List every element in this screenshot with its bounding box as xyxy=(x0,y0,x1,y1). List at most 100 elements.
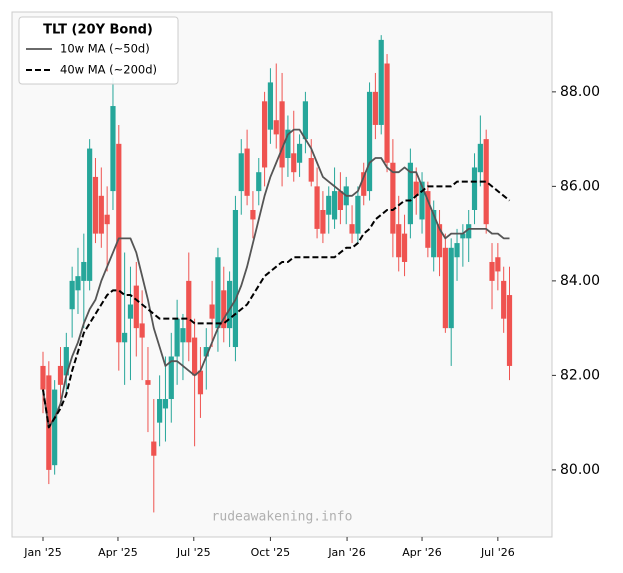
candle-body xyxy=(232,209,239,348)
candle-body xyxy=(466,224,472,239)
candle-body xyxy=(122,332,128,343)
candle-body xyxy=(407,162,413,225)
candle-body xyxy=(460,233,466,239)
candle-body xyxy=(209,304,215,319)
candle-body xyxy=(448,247,454,329)
candle-body xyxy=(92,176,99,234)
candle-body xyxy=(320,209,326,234)
candle-body xyxy=(366,91,373,192)
y-tick-label: 84.00 xyxy=(560,273,600,289)
x-tick-label: Apr '26 xyxy=(402,546,442,559)
candle-body xyxy=(151,441,157,456)
candle-body xyxy=(361,172,367,196)
watermark: rudeawakening.info xyxy=(212,510,353,525)
candle-body xyxy=(285,129,291,159)
candle-body xyxy=(87,148,93,281)
candle-body xyxy=(174,318,180,357)
legend: TLT (20Y Bond) 10w MA (~50d) 40w MA (~200… xyxy=(18,16,179,85)
candle-body xyxy=(308,158,314,182)
candle-body xyxy=(52,389,58,466)
candle-body xyxy=(168,356,174,400)
candle-body xyxy=(431,209,437,258)
candle-body xyxy=(384,63,390,163)
candle-body xyxy=(244,148,250,196)
candle-body xyxy=(471,167,478,210)
candle-body xyxy=(314,186,320,229)
candle-body xyxy=(326,195,332,215)
candle-body xyxy=(75,276,81,291)
candle-body xyxy=(127,304,134,319)
candle-body xyxy=(279,101,285,168)
candle-body xyxy=(413,181,419,196)
candle-body xyxy=(436,224,443,258)
legend-box xyxy=(18,16,179,85)
legend-label: 40w MA (~200d) xyxy=(60,63,157,77)
candle-body xyxy=(267,82,274,130)
candle-body xyxy=(162,399,169,409)
candle-body xyxy=(506,295,513,366)
y-tick-label: 88.00 xyxy=(560,84,600,100)
candle-body xyxy=(390,162,396,234)
candle-body xyxy=(226,280,233,329)
y-tick-label: 86.00 xyxy=(560,178,600,194)
candle-body xyxy=(337,191,343,210)
candle-body xyxy=(483,139,489,225)
candle-body xyxy=(197,370,204,395)
ma-line xyxy=(42,128,510,429)
candle-body xyxy=(139,323,145,338)
x-tick-label: Oct '25 xyxy=(251,546,291,559)
candle-body xyxy=(454,243,460,258)
candle-body xyxy=(425,191,431,248)
x-tick-label: Jul '26 xyxy=(480,546,515,559)
candle-body xyxy=(116,143,122,343)
candle-body xyxy=(145,380,151,385)
candle-body xyxy=(98,195,104,234)
y-tick-label: 80.00 xyxy=(560,462,600,478)
candle-body xyxy=(296,143,303,163)
candle-body xyxy=(489,261,495,281)
candle-body xyxy=(192,337,198,376)
candle-body xyxy=(180,328,186,343)
candle-body xyxy=(355,195,361,234)
legend-title: TLT (20Y Bond) xyxy=(43,23,153,38)
candle-body xyxy=(110,106,116,192)
candle-body xyxy=(157,399,163,423)
candle-body xyxy=(63,347,69,376)
candle-body xyxy=(302,101,309,140)
candle-body xyxy=(495,257,501,272)
candle-body xyxy=(477,143,483,173)
candle-body xyxy=(378,39,384,125)
candle-body xyxy=(396,224,402,258)
x-tick-label: Apr '25 xyxy=(98,546,138,559)
legend-label: 10w MA (~50d) xyxy=(60,42,150,56)
candle-body xyxy=(401,233,408,262)
candle-body xyxy=(250,209,256,220)
candle-body xyxy=(372,91,378,125)
candle-body xyxy=(256,172,262,192)
candle-body xyxy=(261,101,268,168)
candle-body xyxy=(215,257,221,329)
x-tick-label: Jan '25 xyxy=(23,546,61,559)
candle-body xyxy=(104,214,110,225)
x-tick-label: Jan '26 xyxy=(327,546,365,559)
x-tick-label: Jul '25 xyxy=(176,546,211,559)
candle-body xyxy=(221,290,227,329)
ma-line xyxy=(42,180,511,429)
candle-body xyxy=(273,120,279,135)
candle-body xyxy=(501,280,507,319)
candle-body xyxy=(331,191,338,220)
candle-body xyxy=(238,153,244,192)
candle-body xyxy=(40,365,46,390)
candle-body xyxy=(349,224,355,234)
candle-body xyxy=(442,247,448,329)
candle-body xyxy=(81,261,87,281)
plot-layer xyxy=(40,35,513,513)
candle-body xyxy=(69,280,75,310)
y-tick-label: 82.00 xyxy=(560,367,600,383)
candle-body xyxy=(291,153,297,173)
candle-body xyxy=(57,365,64,385)
candle-body xyxy=(419,181,425,220)
candle-body xyxy=(186,280,192,343)
candle-body xyxy=(203,347,209,357)
